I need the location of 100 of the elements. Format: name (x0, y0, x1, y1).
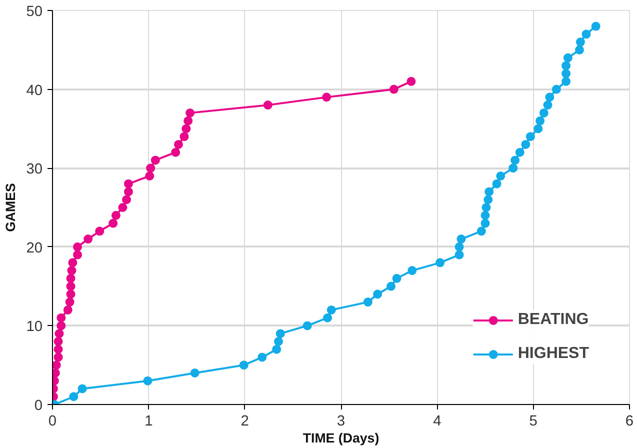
point (392, 274, 402, 283)
x-tick-label: 1 (144, 414, 153, 430)
point (118, 203, 128, 212)
point (562, 61, 571, 70)
y-tick-label: 50 (26, 4, 43, 20)
point (54, 329, 64, 338)
point (389, 84, 398, 94)
point (54, 344, 63, 354)
point (174, 140, 183, 149)
point (182, 124, 191, 134)
point (73, 250, 82, 260)
point (562, 69, 571, 78)
point (274, 336, 283, 346)
point (574, 45, 584, 54)
point (56, 321, 66, 330)
point (322, 92, 332, 102)
point (52, 360, 61, 370)
point (576, 38, 585, 47)
point (480, 210, 490, 220)
point (108, 218, 118, 228)
x-tick-label: 2 (240, 414, 249, 430)
point (323, 313, 332, 322)
x-axis-title: TIME (Days) (302, 430, 380, 446)
point (150, 156, 160, 165)
point (146, 164, 156, 173)
point (536, 116, 545, 126)
point (186, 108, 195, 118)
point (78, 384, 87, 394)
point (239, 360, 248, 370)
y-tick-label: 40 (26, 82, 43, 99)
point (476, 226, 486, 236)
legend-label: BEATING (518, 311, 589, 329)
legend-label: HIGHEST (518, 345, 589, 363)
point (496, 171, 506, 180)
point (56, 313, 66, 322)
x-tick-label: 3 (336, 414, 346, 430)
y-tick-label: 10 (26, 319, 43, 336)
point (363, 298, 372, 307)
point (508, 164, 518, 173)
point (63, 305, 72, 314)
point (543, 100, 552, 110)
point (124, 179, 133, 188)
point (143, 376, 152, 386)
y-tick-label: 0 (34, 398, 43, 414)
point (484, 195, 493, 204)
point (563, 53, 572, 62)
point (66, 290, 76, 299)
y-axis-title: GAMES (3, 182, 18, 232)
point (562, 76, 571, 86)
point (373, 290, 382, 299)
y-tick-label: 20 (26, 240, 43, 256)
y-tick-label: 30 (26, 162, 43, 178)
point (515, 148, 524, 157)
point (480, 218, 490, 228)
x-tick-label: 5 (529, 414, 538, 430)
point (436, 258, 445, 268)
point (326, 305, 336, 314)
point (67, 266, 76, 276)
point (526, 132, 535, 142)
point (124, 187, 133, 196)
point (263, 100, 272, 110)
point (454, 242, 464, 252)
point (591, 22, 600, 31)
point (65, 298, 74, 307)
point (111, 210, 120, 220)
point (302, 321, 312, 330)
point (95, 226, 104, 236)
point (54, 336, 63, 346)
point (184, 116, 193, 126)
point (54, 352, 63, 362)
point (510, 156, 520, 165)
point (68, 258, 78, 268)
point (276, 329, 285, 338)
point (258, 352, 267, 362)
point (534, 124, 543, 134)
point (386, 282, 396, 291)
point (521, 140, 530, 149)
point (66, 282, 76, 291)
point (408, 266, 417, 276)
point (272, 344, 282, 354)
x-tick-label: 6 (625, 414, 634, 430)
point (552, 84, 561, 94)
point (456, 234, 466, 244)
point (484, 187, 494, 196)
point (171, 148, 180, 157)
point (539, 108, 548, 118)
point (454, 250, 464, 260)
point (122, 195, 132, 204)
point (190, 368, 200, 378)
point (69, 392, 78, 402)
point (84, 234, 93, 244)
point (66, 274, 76, 283)
x-tick-label: 4 (433, 414, 442, 430)
point (180, 132, 189, 142)
point (545, 92, 554, 102)
point (582, 30, 591, 39)
point (492, 179, 502, 188)
point (73, 242, 82, 252)
point (482, 203, 491, 212)
point (406, 76, 416, 86)
